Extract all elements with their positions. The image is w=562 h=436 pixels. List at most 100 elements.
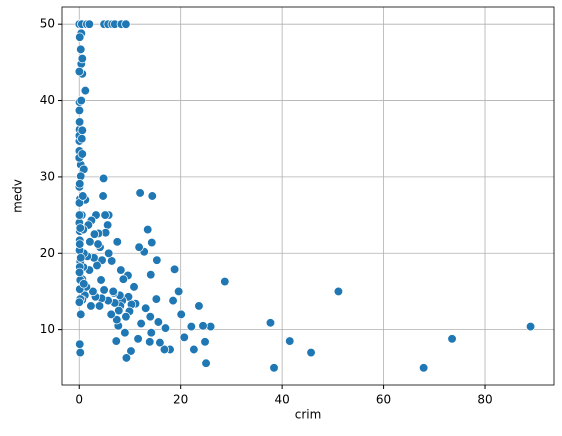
point: [98, 191, 108, 201]
y-tick-label: 40: [40, 93, 55, 107]
y-tick-label: 30: [40, 169, 55, 183]
point: [159, 344, 170, 355]
point: [134, 242, 144, 252]
point: [77, 125, 87, 135]
point: [186, 321, 196, 332]
point: [151, 294, 161, 304]
point: [75, 179, 85, 189]
point: [76, 95, 86, 106]
point: [75, 339, 85, 349]
point: [141, 303, 151, 313]
x-tick-label: 80: [477, 393, 492, 407]
point: [269, 363, 279, 373]
point: [104, 248, 114, 258]
plot-frame: [61, 6, 555, 386]
point: [96, 275, 106, 285]
point: [121, 353, 132, 363]
point: [112, 237, 122, 247]
point: [176, 309, 186, 320]
point: [98, 173, 109, 184]
point: [77, 134, 87, 144]
point: [99, 285, 109, 295]
point: [75, 347, 85, 358]
point: [179, 332, 189, 342]
point: [116, 265, 126, 275]
point: [74, 297, 84, 307]
point: [285, 336, 295, 346]
point: [78, 191, 88, 201]
point: [333, 286, 344, 297]
point: [94, 301, 105, 311]
point: [112, 315, 122, 325]
point: [89, 229, 100, 239]
point: [75, 239, 85, 249]
point: [76, 171, 86, 181]
point: [79, 279, 89, 289]
point: [145, 337, 155, 347]
point: [220, 276, 230, 287]
point: [74, 105, 85, 116]
point: [88, 286, 98, 297]
point: [447, 334, 457, 344]
x-tick-label: 0: [75, 393, 83, 407]
point: [75, 32, 85, 42]
point: [306, 347, 316, 358]
y-tick-label: 10: [40, 322, 55, 336]
point: [86, 301, 96, 311]
point: [205, 321, 216, 332]
point: [198, 321, 208, 331]
point: [100, 210, 110, 220]
point: [77, 149, 87, 159]
point: [418, 363, 429, 373]
point: [111, 336, 121, 346]
point: [108, 286, 118, 297]
point: [133, 334, 143, 344]
point: [102, 220, 113, 230]
point: [265, 318, 276, 328]
point: [114, 305, 124, 316]
x-tick-label: 40: [274, 393, 289, 407]
point: [146, 328, 156, 338]
x-axis-label: crim: [295, 408, 322, 422]
point: [200, 337, 210, 347]
point: [75, 223, 85, 233]
point: [525, 321, 536, 332]
point: [143, 224, 153, 235]
point: [76, 309, 86, 320]
point: [168, 295, 178, 306]
point: [147, 191, 157, 201]
point: [74, 210, 85, 220]
point: [152, 255, 162, 265]
point: [136, 318, 146, 329]
point: [121, 312, 131, 322]
point: [85, 237, 95, 247]
point: [74, 66, 84, 77]
point: [118, 274, 129, 284]
point: [146, 270, 156, 280]
point: [80, 85, 90, 96]
point: [155, 337, 165, 348]
point: [135, 188, 145, 198]
x-tick-label: 20: [173, 393, 188, 407]
point: [120, 328, 130, 338]
point: [129, 282, 139, 292]
point: [76, 253, 86, 263]
point: [74, 117, 85, 127]
point: [153, 317, 164, 327]
point: [84, 19, 95, 29]
point: [189, 344, 199, 355]
point: [147, 237, 157, 248]
point: [145, 312, 155, 322]
point: [77, 53, 87, 64]
point: [160, 323, 171, 333]
point: [126, 346, 136, 356]
point: [169, 264, 180, 274]
point: [106, 309, 116, 320]
point: [201, 358, 211, 368]
y-tick-label: 20: [40, 246, 55, 260]
point: [76, 44, 86, 55]
point: [74, 267, 85, 278]
y-tick-label: 50: [40, 17, 55, 31]
y-axis-label: medv: [11, 179, 25, 213]
